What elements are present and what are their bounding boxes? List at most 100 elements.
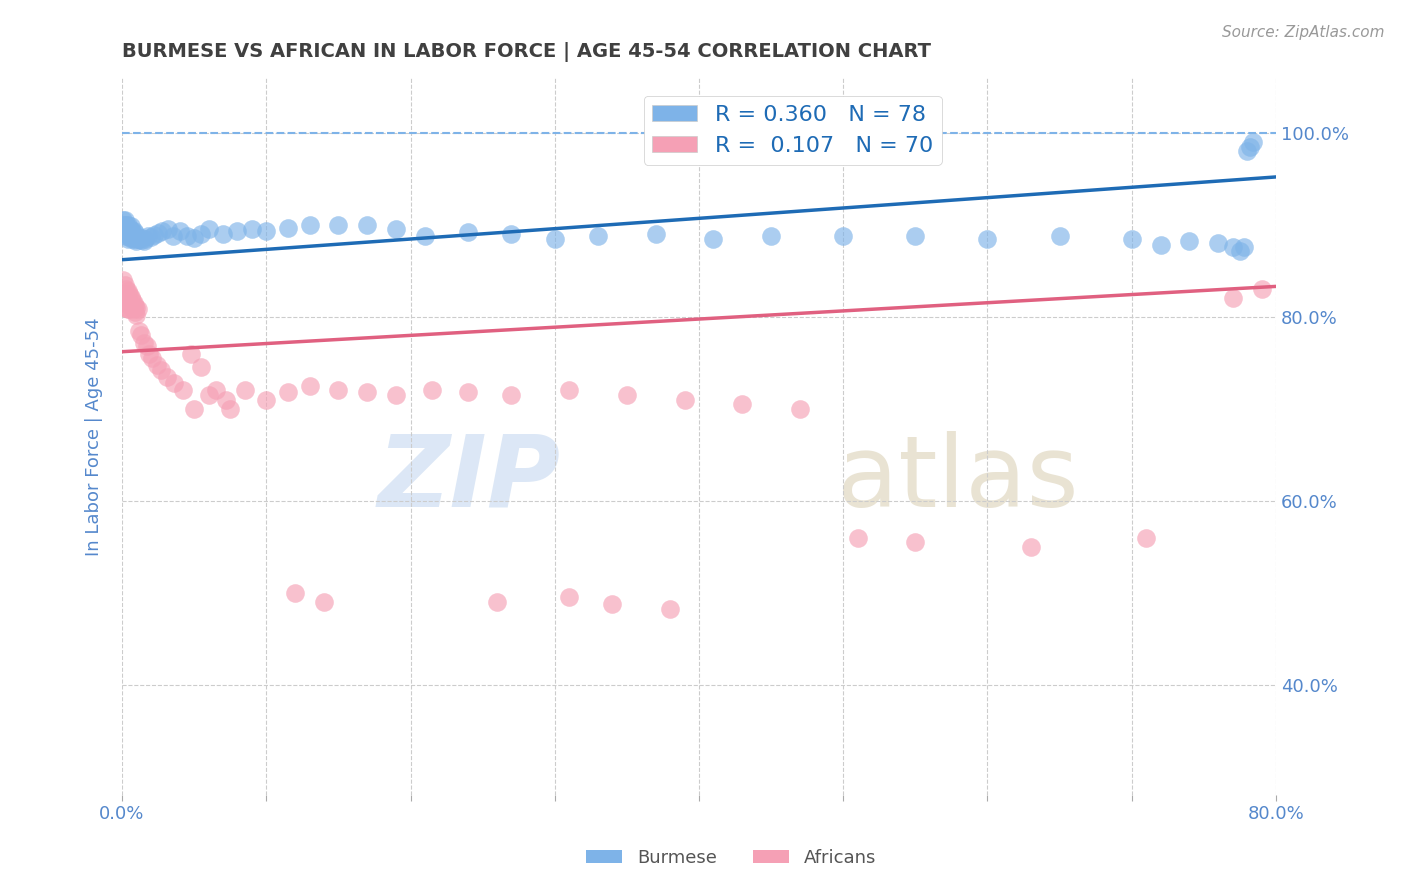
Point xyxy=(1241,135,1264,149)
Point xyxy=(172,384,194,398)
Point xyxy=(117,227,139,241)
Point xyxy=(1229,244,1251,258)
Point xyxy=(125,308,148,322)
Point xyxy=(1233,240,1256,254)
Point xyxy=(132,335,155,350)
Text: Source: ZipAtlas.com: Source: ZipAtlas.com xyxy=(1222,25,1385,40)
Point xyxy=(190,360,212,375)
Point xyxy=(128,232,150,246)
Point xyxy=(141,351,163,366)
Point xyxy=(904,535,927,549)
Point xyxy=(114,227,136,241)
Point xyxy=(501,227,523,241)
Point xyxy=(298,378,321,392)
Point xyxy=(832,228,855,243)
Point xyxy=(385,388,408,402)
Point xyxy=(486,595,509,609)
Point xyxy=(121,293,143,308)
Point xyxy=(112,218,135,232)
Point xyxy=(157,222,180,236)
Point xyxy=(146,226,169,240)
Point xyxy=(356,218,378,232)
Point xyxy=(118,220,141,235)
Point xyxy=(127,302,149,317)
Point xyxy=(644,227,666,241)
Point xyxy=(162,228,184,243)
Point xyxy=(197,388,219,402)
Point xyxy=(169,224,191,238)
Point xyxy=(659,602,682,616)
Point xyxy=(197,222,219,236)
Point xyxy=(457,225,479,239)
Point xyxy=(180,346,202,360)
Point xyxy=(121,231,143,245)
Point xyxy=(1250,282,1272,296)
Point xyxy=(120,289,142,303)
Point xyxy=(413,228,436,243)
Point xyxy=(1206,236,1229,251)
Point xyxy=(616,388,638,402)
Point xyxy=(128,324,150,338)
Point xyxy=(114,218,136,232)
Point xyxy=(115,282,138,296)
Point xyxy=(1222,291,1244,305)
Point xyxy=(122,224,145,238)
Point xyxy=(328,384,350,398)
Point xyxy=(254,392,277,407)
Point xyxy=(586,228,609,243)
Point xyxy=(112,213,135,227)
Point xyxy=(112,273,135,287)
Point xyxy=(558,591,581,605)
Point xyxy=(135,339,157,353)
Point xyxy=(136,228,159,243)
Point xyxy=(356,385,378,400)
Point xyxy=(904,228,927,243)
Point xyxy=(702,231,724,245)
Point xyxy=(122,296,145,310)
Point xyxy=(131,230,153,244)
Y-axis label: In Labor Force | Age 45-54: In Labor Force | Age 45-54 xyxy=(86,317,103,556)
Point xyxy=(1239,139,1261,153)
Point xyxy=(385,222,408,236)
Point xyxy=(114,213,136,227)
Point xyxy=(120,223,142,237)
Point xyxy=(118,296,141,310)
Point xyxy=(1135,531,1157,545)
Point xyxy=(121,301,143,315)
Point xyxy=(204,384,226,398)
Point xyxy=(846,531,869,545)
Point xyxy=(117,293,139,308)
Point xyxy=(120,228,142,243)
Point xyxy=(544,231,567,245)
Point xyxy=(277,385,299,400)
Point xyxy=(759,228,782,243)
Point xyxy=(1149,238,1171,252)
Point xyxy=(156,369,179,384)
Point xyxy=(115,301,138,315)
Point xyxy=(1019,540,1042,554)
Point xyxy=(277,221,299,235)
Legend: Burmese, Africans: Burmese, Africans xyxy=(579,842,883,874)
Point xyxy=(129,328,152,343)
Point xyxy=(124,226,146,240)
Point xyxy=(219,401,242,416)
Point xyxy=(673,392,696,407)
Point xyxy=(215,392,238,407)
Point xyxy=(115,221,138,235)
Point xyxy=(138,346,160,360)
Point xyxy=(115,228,138,243)
Point xyxy=(127,231,149,245)
Point xyxy=(117,284,139,298)
Point xyxy=(117,231,139,245)
Point xyxy=(114,277,136,292)
Point xyxy=(114,296,136,310)
Point xyxy=(254,224,277,238)
Point xyxy=(233,384,256,398)
Point xyxy=(129,234,152,248)
Point xyxy=(150,363,173,377)
Point xyxy=(602,597,624,611)
Text: atlas: atlas xyxy=(838,431,1078,528)
Point xyxy=(118,286,141,301)
Point xyxy=(328,218,350,232)
Text: BURMESE VS AFRICAN IN LABOR FORCE | AGE 45-54 CORRELATION CHART: BURMESE VS AFRICAN IN LABOR FORCE | AGE … xyxy=(122,42,931,62)
